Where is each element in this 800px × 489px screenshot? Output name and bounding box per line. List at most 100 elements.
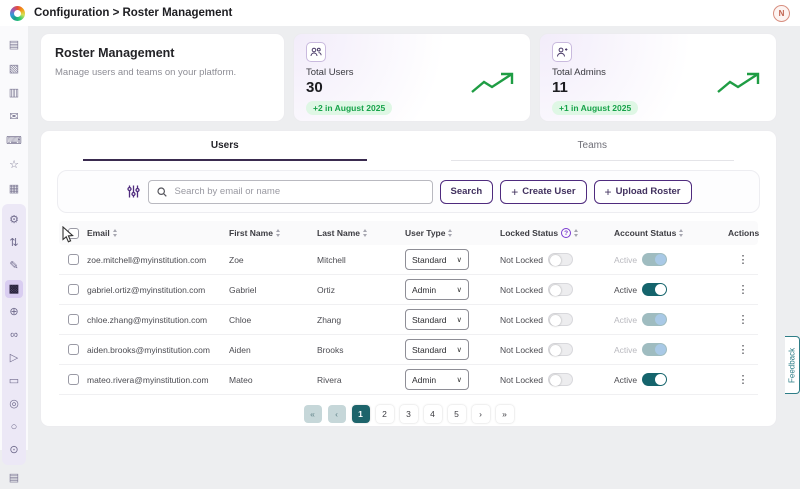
sidebar-bottom: ▤ [5,465,23,489]
sort-icon[interactable] [276,229,280,237]
sort-down-arrow [574,234,578,237]
locked-status-cell: Not Locked [500,283,614,296]
pagination-page-5[interactable]: 5 [448,405,466,423]
pagination-prev-button[interactable]: ‹ [328,405,346,423]
pagination-page-1[interactable]: 1 [352,405,370,423]
sliders-icon[interactable]: ⇅ [5,234,23,252]
column-header-first-name: First Name [229,228,317,238]
account-status-cell: Active [614,313,728,326]
user-type-value: Standard [412,345,447,355]
search-input[interactable] [173,185,424,198]
kebab-menu-icon[interactable]: ⋮ [728,373,758,386]
user-type-select[interactable]: Admin∨ [405,369,469,390]
locked-status-label: Not Locked [500,255,543,265]
user-type-select[interactable]: Standard∨ [405,249,469,270]
account-status-cell: Active [614,253,728,266]
trend-up-icon [470,70,516,96]
account-status-toggle[interactable] [642,343,667,356]
locked-toggle[interactable] [548,283,573,296]
locked-toggle[interactable] [548,253,573,266]
toggle-knob [655,374,666,385]
account-status-toggle[interactable] [642,313,667,326]
pagination-next-button[interactable]: › [472,405,490,423]
user-type-select[interactable]: Admin∨ [405,279,469,300]
row-checkbox[interactable] [68,344,79,355]
pagination: « ‹ 12345 › » [41,405,776,423]
account-status-cell: Active [614,343,728,356]
filter-icon[interactable] [126,184,141,199]
select-all-checkbox[interactable] [68,228,79,239]
toggle-knob [550,285,561,296]
total-users-delta-badge: +2 in August 2025 [306,101,392,115]
breadcrumb: Configuration > Roster Management [34,7,232,19]
upload-roster-button[interactable]: + Upload Roster [594,180,692,204]
id-card-icon[interactable]: ▧ [5,59,23,77]
tab-users[interactable]: Users [83,131,367,161]
sort-icon[interactable] [113,229,117,237]
email-cell: gabriel.ortiz@myinstitution.com [87,285,229,295]
kebab-menu-icon[interactable]: ⋮ [728,253,758,266]
feedback-tab[interactable]: Feedback [785,336,800,394]
sort-icon[interactable] [448,229,452,237]
message-icon[interactable]: ✉ [5,107,23,125]
row-checkbox[interactable] [68,314,79,325]
account-status-toggle[interactable] [642,373,667,386]
notebook-icon[interactable]: ▥ [5,83,23,101]
total-admins-delta-badge: +1 in August 2025 [552,101,638,115]
account-status-toggle[interactable] [642,283,667,296]
pagination-page-2[interactable]: 2 [376,405,394,423]
pagination-first-button[interactable]: « [304,405,322,423]
row-checkbox[interactable] [68,284,79,295]
user-icon[interactable]: ○ [5,418,23,436]
user-type-select[interactable]: Standard∨ [405,339,469,360]
signature-icon[interactable]: ✎ [5,257,23,275]
archive-icon[interactable]: ▤ [5,35,23,53]
sidebar-panel: ⚙⇅✎▩⊕∞▷▭◎○⊙ [2,204,26,465]
row-checkbox[interactable] [68,254,79,265]
send-icon[interactable]: ▷ [5,349,23,367]
pagination-page-3[interactable]: 3 [400,405,418,423]
roster-icon[interactable]: ▩ [5,280,23,298]
locked-toggle[interactable] [548,343,573,356]
sort-down-arrow [276,234,280,237]
kebab-menu-icon[interactable]: ⋮ [728,343,758,356]
help-icon[interactable]: ? [561,228,571,238]
column-label: Actions [728,228,759,238]
search-audit-icon[interactable]: ◎ [5,395,23,413]
first-name-cell: Gabriel [229,285,317,295]
toggle-knob [655,314,666,325]
user-avatar[interactable]: N [773,5,790,22]
pagination-page-4[interactable]: 4 [424,405,442,423]
toggle-knob [655,284,666,295]
devices-icon[interactable]: ⌨ [5,131,23,149]
kebab-menu-icon[interactable]: ⋮ [728,283,758,296]
sort-icon[interactable] [574,229,578,237]
create-user-button[interactable]: + Create User [500,180,586,204]
user-type-select[interactable]: Standard∨ [405,309,469,330]
toggle-knob [655,254,666,265]
settings-icon[interactable]: ⚙ [5,211,23,229]
add-user-icon[interactable]: ⊕ [5,303,23,321]
pagination-last-button[interactable]: » [496,405,514,423]
favorites-icon[interactable]: ☆ [5,155,23,173]
search-button[interactable]: Search [440,180,494,204]
sort-icon[interactable] [679,229,683,237]
users-table: EmailFirst NameLast NameUser TypeLocked … [59,221,758,395]
locked-toggle[interactable] [548,373,573,386]
tab-teams[interactable]: Teams [451,131,735,161]
toggle-knob [550,375,561,386]
sort-icon[interactable] [363,229,367,237]
total-admins-card: Total Admins 11 +1 in August 2025 [539,33,777,122]
kebab-menu-icon[interactable]: ⋮ [728,313,758,326]
link-icon[interactable]: ∞ [5,326,23,344]
image-icon[interactable]: ▦ [5,179,23,197]
window-icon[interactable]: ▤ [5,468,23,486]
sort-up-arrow [448,229,452,232]
row-checkbox[interactable] [68,374,79,385]
card-icon[interactable]: ▭ [5,372,23,390]
account-status-toggle[interactable] [642,253,667,266]
actions-cell: ⋮ [728,253,758,266]
plus-icon: + [511,186,518,198]
top-bar: Configuration > Roster Management N [0,0,800,26]
locked-toggle[interactable] [548,313,573,326]
